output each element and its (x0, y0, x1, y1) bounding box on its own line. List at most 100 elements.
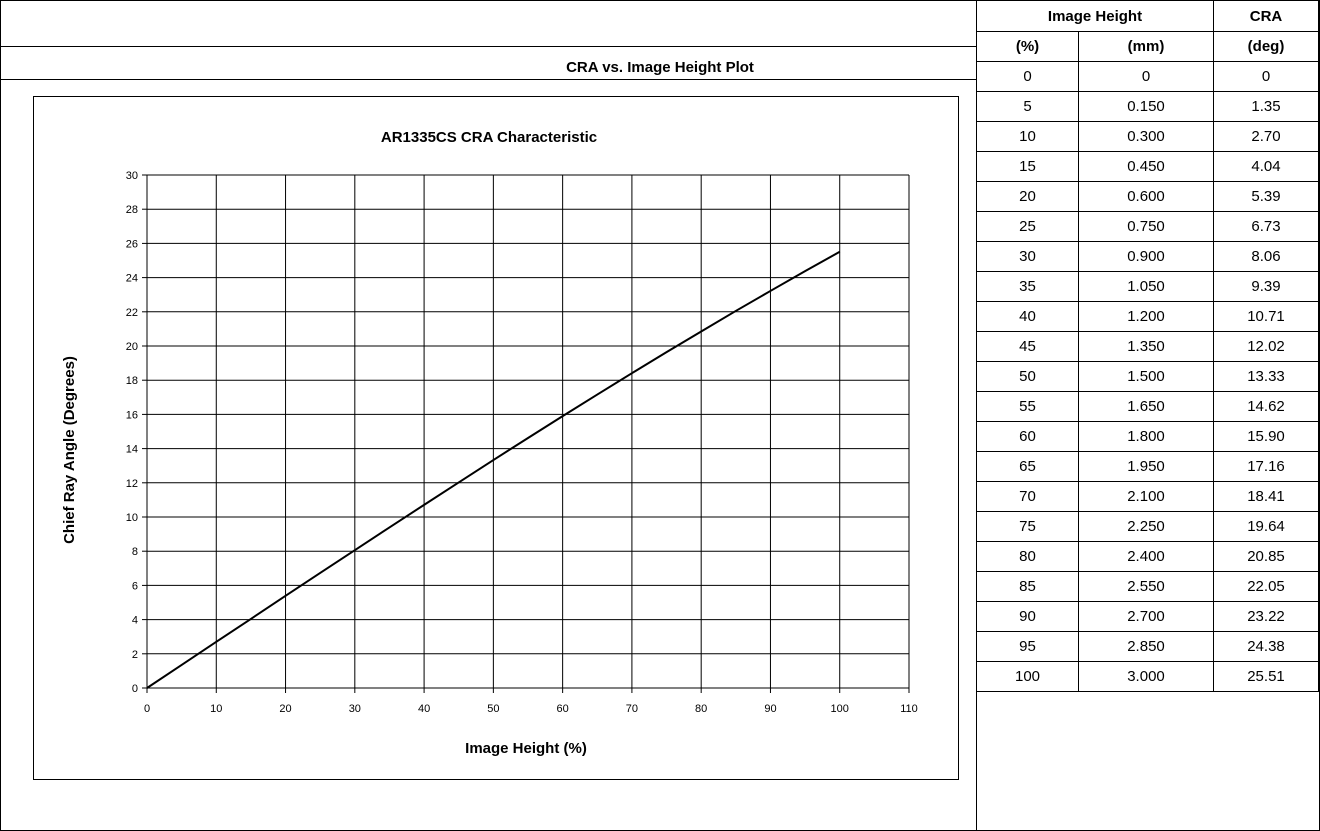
series-line-cra (146, 250, 841, 689)
y-tick-label: 6 (132, 580, 138, 592)
cell-cra: 22.05 (1213, 571, 1319, 602)
cell-pct: 0 (976, 61, 1079, 92)
cell-mm: 0.750 (1078, 211, 1214, 242)
cell-pct: 35 (976, 271, 1079, 302)
table-row: 95 2.850 24.38 (976, 631, 1319, 662)
x-tick-label: 80 (695, 703, 707, 715)
table-row: 50 1.500 13.33 (976, 361, 1319, 392)
y-tick-label: 8 (132, 546, 138, 558)
cell-pct: 55 (976, 391, 1079, 422)
cell-mm: 0.900 (1078, 241, 1214, 272)
cell-pct: 75 (976, 511, 1079, 542)
cell-pct: 80 (976, 541, 1079, 572)
header-image-height: Image Height (976, 0, 1214, 32)
cell-mm: 1.800 (1078, 421, 1214, 452)
y-tick-label: 30 (126, 170, 138, 182)
cell-cra: 10.71 (1213, 301, 1319, 332)
cell-cra: 5.39 (1213, 181, 1319, 212)
cell-cra: 19.64 (1213, 511, 1319, 542)
cell-mm: 2.700 (1078, 601, 1214, 632)
cra-table: Image Height CRA (%) (mm) (deg) 0 0 0 5 0.15… (976, 0, 1319, 692)
cell-cra: 4.04 (1213, 151, 1319, 182)
cell-pct: 65 (976, 451, 1079, 482)
cell-pct: 90 (976, 601, 1079, 632)
cell-mm: 0.300 (1078, 121, 1214, 152)
table-row: 10 0.300 2.70 (976, 121, 1319, 152)
cell-pct: 60 (976, 421, 1079, 452)
cell-mm: 2.850 (1078, 631, 1214, 662)
cell-mm: 0.150 (1078, 91, 1214, 122)
table-row: 70 2.100 18.41 (976, 481, 1319, 512)
y-tick-label: 20 (126, 341, 138, 353)
subheader-pct: (%) (976, 31, 1079, 62)
cell-mm: 0.450 (1078, 151, 1214, 182)
chart-frame: AR1335CS CRA Characteristic 0 10 20 30 40 50 6… (33, 96, 959, 780)
cell-cra: 18.41 (1213, 481, 1319, 512)
cell-cra: 6.73 (1213, 211, 1319, 242)
cell-mm: 2.100 (1078, 481, 1214, 512)
x-tick-label: 10 (210, 703, 222, 715)
table-row: 100 3.000 25.51 (976, 661, 1319, 692)
table-row: 60 1.800 15.90 (976, 421, 1319, 452)
cell-cra: 25.51 (1213, 661, 1319, 692)
cell-mm: 2.400 (1078, 541, 1214, 572)
table-row: 65 1.950 17.16 (976, 451, 1319, 482)
cell-mm: 1.650 (1078, 391, 1214, 422)
table-row: 90 2.700 23.22 (976, 601, 1319, 632)
table-row: 85 2.550 22.05 (976, 571, 1319, 602)
cell-pct: 45 (976, 331, 1079, 362)
table-row: 30 0.900 8.06 (976, 241, 1319, 272)
cell-cra: 2.70 (1213, 121, 1319, 152)
cell-mm: 1.950 (1078, 451, 1214, 482)
x-tick-label: 70 (626, 703, 638, 715)
cell-cra: 8.06 (1213, 241, 1319, 272)
table-row: 20 0.600 5.39 (976, 181, 1319, 212)
table-row: 45 1.350 12.02 (976, 331, 1319, 362)
y-tick-label: 12 (126, 478, 138, 490)
y-tick-label: 22 (126, 307, 138, 319)
subheader-deg: (deg) (1213, 31, 1319, 62)
table-subheader-row: (%) (mm) (deg) (976, 31, 1319, 62)
cell-cra: 20.85 (1213, 541, 1319, 572)
table-row: 80 2.400 20.85 (976, 541, 1319, 572)
table-row: 15 0.450 4.04 (976, 151, 1319, 182)
cell-cra: 0 (1213, 61, 1319, 92)
cell-pct: 95 (976, 631, 1079, 662)
series-layer (146, 250, 841, 689)
cell-mm: 1.050 (1078, 271, 1214, 302)
cell-mm: 1.500 (1078, 361, 1214, 392)
cell-pct: 20 (976, 181, 1079, 212)
table-row: 75 2.250 19.64 (976, 511, 1319, 542)
cell-pct: 85 (976, 571, 1079, 602)
x-tick-label: 20 (279, 703, 291, 715)
x-tick-labels: 0 10 20 30 40 50 60 70 80 90 100 110 (144, 703, 918, 715)
cell-cra: 14.62 (1213, 391, 1319, 422)
x-tick-label: 100 (831, 703, 849, 715)
chart-title: AR1335CS CRA Characteristic (381, 129, 597, 146)
table-row: 35 1.050 9.39 (976, 271, 1319, 302)
table-body: 0 0 0 5 0.150 1.35 10 0.300 2.70 15 0.450 4.04 20 0.6… (976, 61, 1319, 692)
x-tick-label: 50 (487, 703, 499, 715)
cell-pct: 100 (976, 661, 1079, 692)
x-tick-label: 0 (144, 703, 150, 715)
y-tick-label: 14 (126, 444, 138, 456)
cell-mm: 1.350 (1078, 331, 1214, 362)
y-tick-label: 4 (132, 615, 138, 627)
x-tick-label: 110 (900, 703, 918, 715)
subheader-mm: (mm) (1078, 31, 1214, 62)
cell-pct: 15 (976, 151, 1079, 182)
x-tick-label: 30 (349, 703, 361, 715)
y-tick-label: 0 (132, 683, 138, 695)
axes (142, 174, 910, 693)
table-row: 55 1.650 14.62 (976, 391, 1319, 422)
y-tick-label: 18 (126, 375, 138, 387)
header-cra: CRA (1213, 0, 1319, 32)
y-tick-label: 16 (126, 409, 138, 421)
x-tick-label: 40 (418, 703, 430, 715)
table-row: 25 0.750 6.73 (976, 211, 1319, 242)
y-tick-label: 28 (126, 204, 138, 216)
cell-pct: 5 (976, 91, 1079, 122)
chart-svg: AR1335CS CRA Characteristic 0 10 20 30 40 50 6… (61, 129, 918, 757)
table-header-row: Image Height CRA (976, 0, 1319, 32)
